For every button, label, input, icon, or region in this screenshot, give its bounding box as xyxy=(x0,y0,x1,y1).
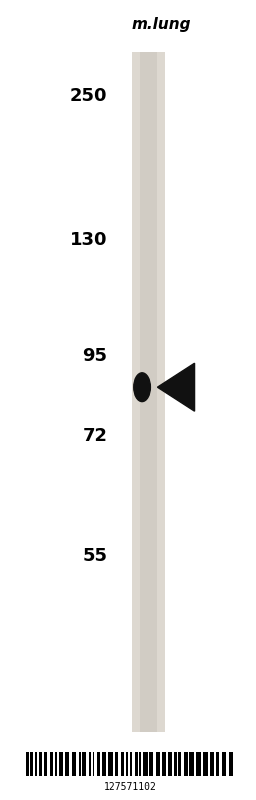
Bar xyxy=(178,752,182,776)
Bar xyxy=(26,752,28,776)
Bar xyxy=(203,752,208,776)
Bar xyxy=(115,752,118,776)
Bar xyxy=(139,752,141,776)
Bar xyxy=(30,752,33,776)
Bar xyxy=(35,752,37,776)
Bar xyxy=(229,752,233,776)
Text: 127571102: 127571102 xyxy=(104,782,157,792)
Bar xyxy=(131,752,132,776)
Bar xyxy=(92,752,94,776)
Bar xyxy=(222,752,226,776)
Bar xyxy=(44,752,47,776)
Bar xyxy=(97,752,100,776)
Bar xyxy=(39,752,42,776)
Bar xyxy=(196,752,201,776)
Bar xyxy=(55,752,57,776)
Text: 130: 130 xyxy=(70,231,108,249)
Bar xyxy=(156,752,160,776)
Bar xyxy=(174,752,177,776)
Text: 95: 95 xyxy=(82,347,108,365)
Bar xyxy=(189,752,194,776)
Bar xyxy=(72,752,76,776)
Bar xyxy=(210,752,215,776)
Polygon shape xyxy=(157,363,195,411)
Bar xyxy=(59,752,63,776)
Bar xyxy=(135,752,138,776)
Bar xyxy=(167,752,172,776)
Bar xyxy=(121,752,124,776)
Bar xyxy=(89,752,91,776)
Bar xyxy=(184,752,188,776)
Ellipse shape xyxy=(134,373,151,402)
Bar xyxy=(162,752,166,776)
Bar xyxy=(126,752,128,776)
Bar xyxy=(149,752,153,776)
Bar xyxy=(132,52,165,732)
Text: m.lung: m.lung xyxy=(132,17,191,32)
Bar xyxy=(65,752,69,776)
Bar xyxy=(82,752,86,776)
Text: 250: 250 xyxy=(70,87,108,105)
Bar xyxy=(109,752,113,776)
Bar xyxy=(143,752,148,776)
Bar xyxy=(140,52,157,732)
Bar xyxy=(79,752,81,776)
Bar xyxy=(216,752,219,776)
Text: 72: 72 xyxy=(82,427,108,445)
Bar xyxy=(102,752,106,776)
Bar xyxy=(50,752,52,776)
Text: 55: 55 xyxy=(82,547,108,565)
